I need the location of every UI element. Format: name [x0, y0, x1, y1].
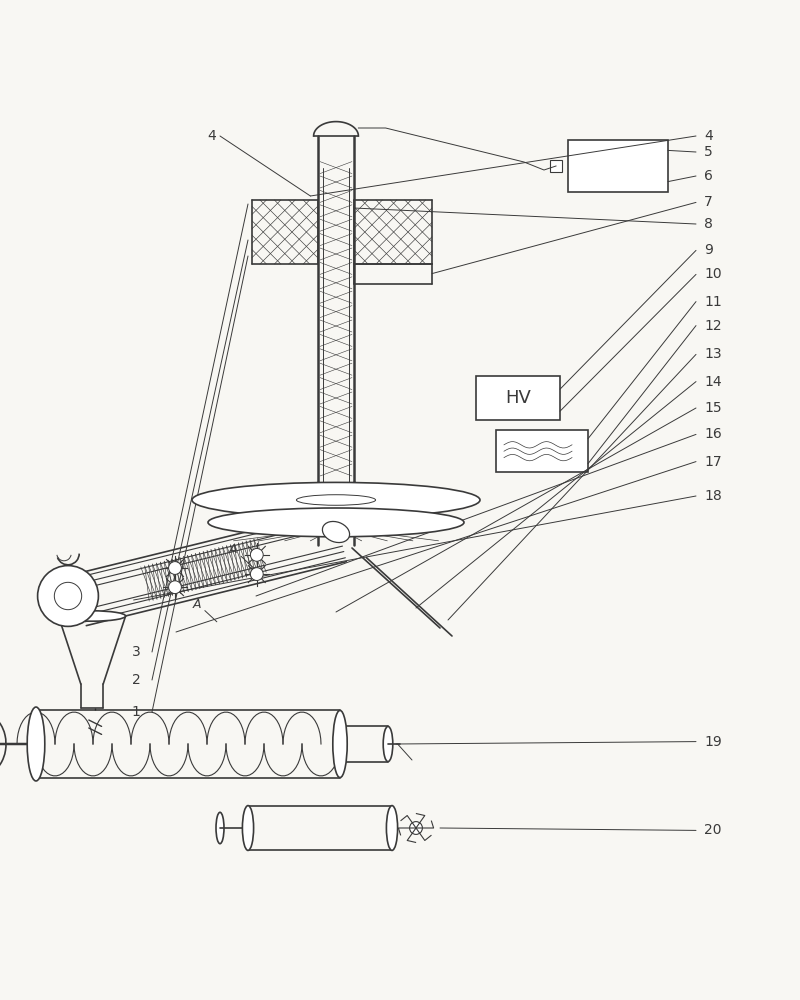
- Text: 9: 9: [704, 243, 713, 257]
- Text: 19: 19: [704, 735, 722, 749]
- Circle shape: [169, 562, 182, 574]
- Text: 4: 4: [207, 129, 216, 143]
- Text: 8: 8: [704, 217, 713, 231]
- Text: 12: 12: [704, 319, 722, 333]
- Text: 10: 10: [704, 267, 722, 281]
- Text: 11: 11: [704, 295, 722, 309]
- Text: 20: 20: [704, 823, 722, 837]
- Text: 7: 7: [704, 195, 713, 209]
- Ellipse shape: [322, 521, 350, 543]
- Ellipse shape: [27, 707, 45, 781]
- Ellipse shape: [383, 726, 393, 762]
- Text: 13: 13: [704, 347, 722, 361]
- Ellipse shape: [192, 482, 480, 518]
- Text: 4: 4: [704, 129, 713, 143]
- Text: A: A: [229, 543, 238, 556]
- Text: A: A: [193, 598, 201, 611]
- Circle shape: [250, 548, 263, 561]
- Text: 6: 6: [704, 169, 713, 183]
- Circle shape: [410, 822, 422, 834]
- Text: 2: 2: [132, 673, 140, 687]
- Text: 16: 16: [704, 427, 722, 441]
- Ellipse shape: [386, 806, 398, 850]
- Text: 18: 18: [704, 489, 722, 503]
- FancyBboxPatch shape: [476, 376, 560, 420]
- Text: 17: 17: [704, 455, 722, 469]
- Circle shape: [54, 582, 82, 610]
- Ellipse shape: [216, 812, 224, 844]
- Ellipse shape: [208, 508, 464, 537]
- FancyBboxPatch shape: [568, 140, 668, 192]
- Text: HV: HV: [505, 389, 531, 407]
- Text: 1: 1: [131, 705, 141, 719]
- Text: 3: 3: [132, 645, 140, 659]
- Circle shape: [250, 568, 263, 580]
- Text: 15: 15: [704, 401, 722, 415]
- Ellipse shape: [242, 806, 254, 850]
- Ellipse shape: [58, 611, 126, 621]
- Ellipse shape: [333, 710, 347, 778]
- Circle shape: [169, 581, 182, 594]
- Text: 14: 14: [704, 375, 722, 389]
- FancyBboxPatch shape: [550, 160, 562, 172]
- Circle shape: [38, 566, 98, 626]
- Text: 5: 5: [704, 145, 713, 159]
- FancyBboxPatch shape: [496, 430, 588, 472]
